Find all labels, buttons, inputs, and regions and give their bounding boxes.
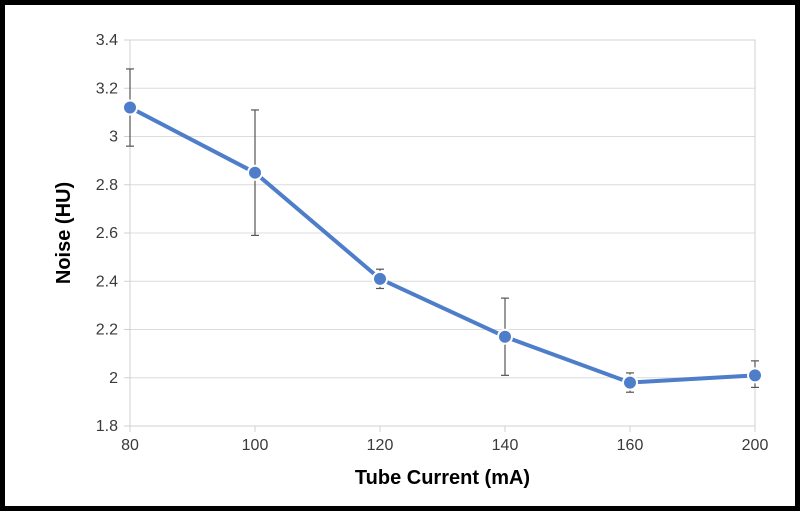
x-tick-label: 160 [617, 437, 644, 454]
y-tick-label: 2.4 [96, 273, 118, 290]
data-point [623, 376, 637, 390]
data-point [748, 368, 762, 382]
y-tick-label: 2 [109, 370, 118, 387]
y-axis-title: Noise (HU) [53, 182, 75, 284]
x-tick-label: 80 [121, 437, 139, 454]
y-tick-label: 2.6 [96, 225, 118, 242]
y-tick-label: 1.8 [96, 418, 118, 435]
data-point [123, 101, 137, 115]
outer-frame: 1.8 2 2.2 2.4 2.6 2.8 3 3.2 3.4 80 100 120 140 160 200… [0, 0, 800, 511]
chart-container: 1.822.22.42.62.833.23.480100120140160200… [35, 25, 765, 486]
data-point [373, 272, 387, 286]
y-tick-label: 2.8 [96, 177, 118, 194]
x-axis-title: Tube Current (mA) [355, 467, 530, 489]
x-tick-label: 200 [742, 437, 769, 454]
noise-vs-tubecurrent-chart: 1.8 2 2.2 2.4 2.6 2.8 3 3.2 3.4 80 100 120 140 160 200… [35, 25, 775, 496]
y-tick-label: 2.2 [96, 322, 118, 339]
data-point [248, 166, 262, 180]
x-tick-label: 100 [242, 437, 269, 454]
y-tick-label: 3.2 [96, 80, 118, 97]
data-point [498, 330, 512, 344]
y-tick-label: 3.4 [96, 32, 118, 49]
x-tick-label: 120 [367, 437, 394, 454]
y-tick-label: 3 [109, 129, 118, 146]
x-tick-label: 140 [492, 437, 519, 454]
